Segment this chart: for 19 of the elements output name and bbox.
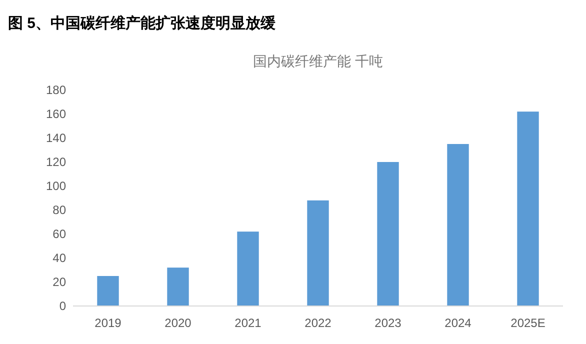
x-tick-label: 2021 bbox=[234, 316, 262, 330]
chart-title: 图 5、中国碳纤维产能扩张速度明显放缓 bbox=[8, 14, 277, 32]
y-tick-label: 120 bbox=[46, 155, 66, 169]
chart-subtitle: 国内碳纤维产能 千吨 bbox=[252, 54, 384, 70]
y-tick-label: 100 bbox=[46, 179, 66, 193]
y-tick-label: 60 bbox=[52, 227, 66, 241]
x-tick-label: 2019 bbox=[94, 316, 122, 330]
x-tick-label: 2025E bbox=[510, 316, 546, 330]
x-tick-label: 2023 bbox=[374, 316, 402, 330]
y-tick-label: 160 bbox=[46, 107, 66, 121]
y-tick-label: 40 bbox=[52, 251, 66, 265]
x-tick-label: 2020 bbox=[164, 316, 192, 330]
y-tick-label: 80 bbox=[52, 203, 66, 217]
y-tick-label: 0 bbox=[59, 299, 66, 313]
y-tick-label: 180 bbox=[46, 83, 66, 97]
y-tick-label: 140 bbox=[46, 131, 66, 145]
x-tick-label: 2022 bbox=[304, 316, 332, 330]
x-tick-label: 2024 bbox=[444, 316, 472, 330]
y-tick-label: 20 bbox=[52, 275, 66, 289]
